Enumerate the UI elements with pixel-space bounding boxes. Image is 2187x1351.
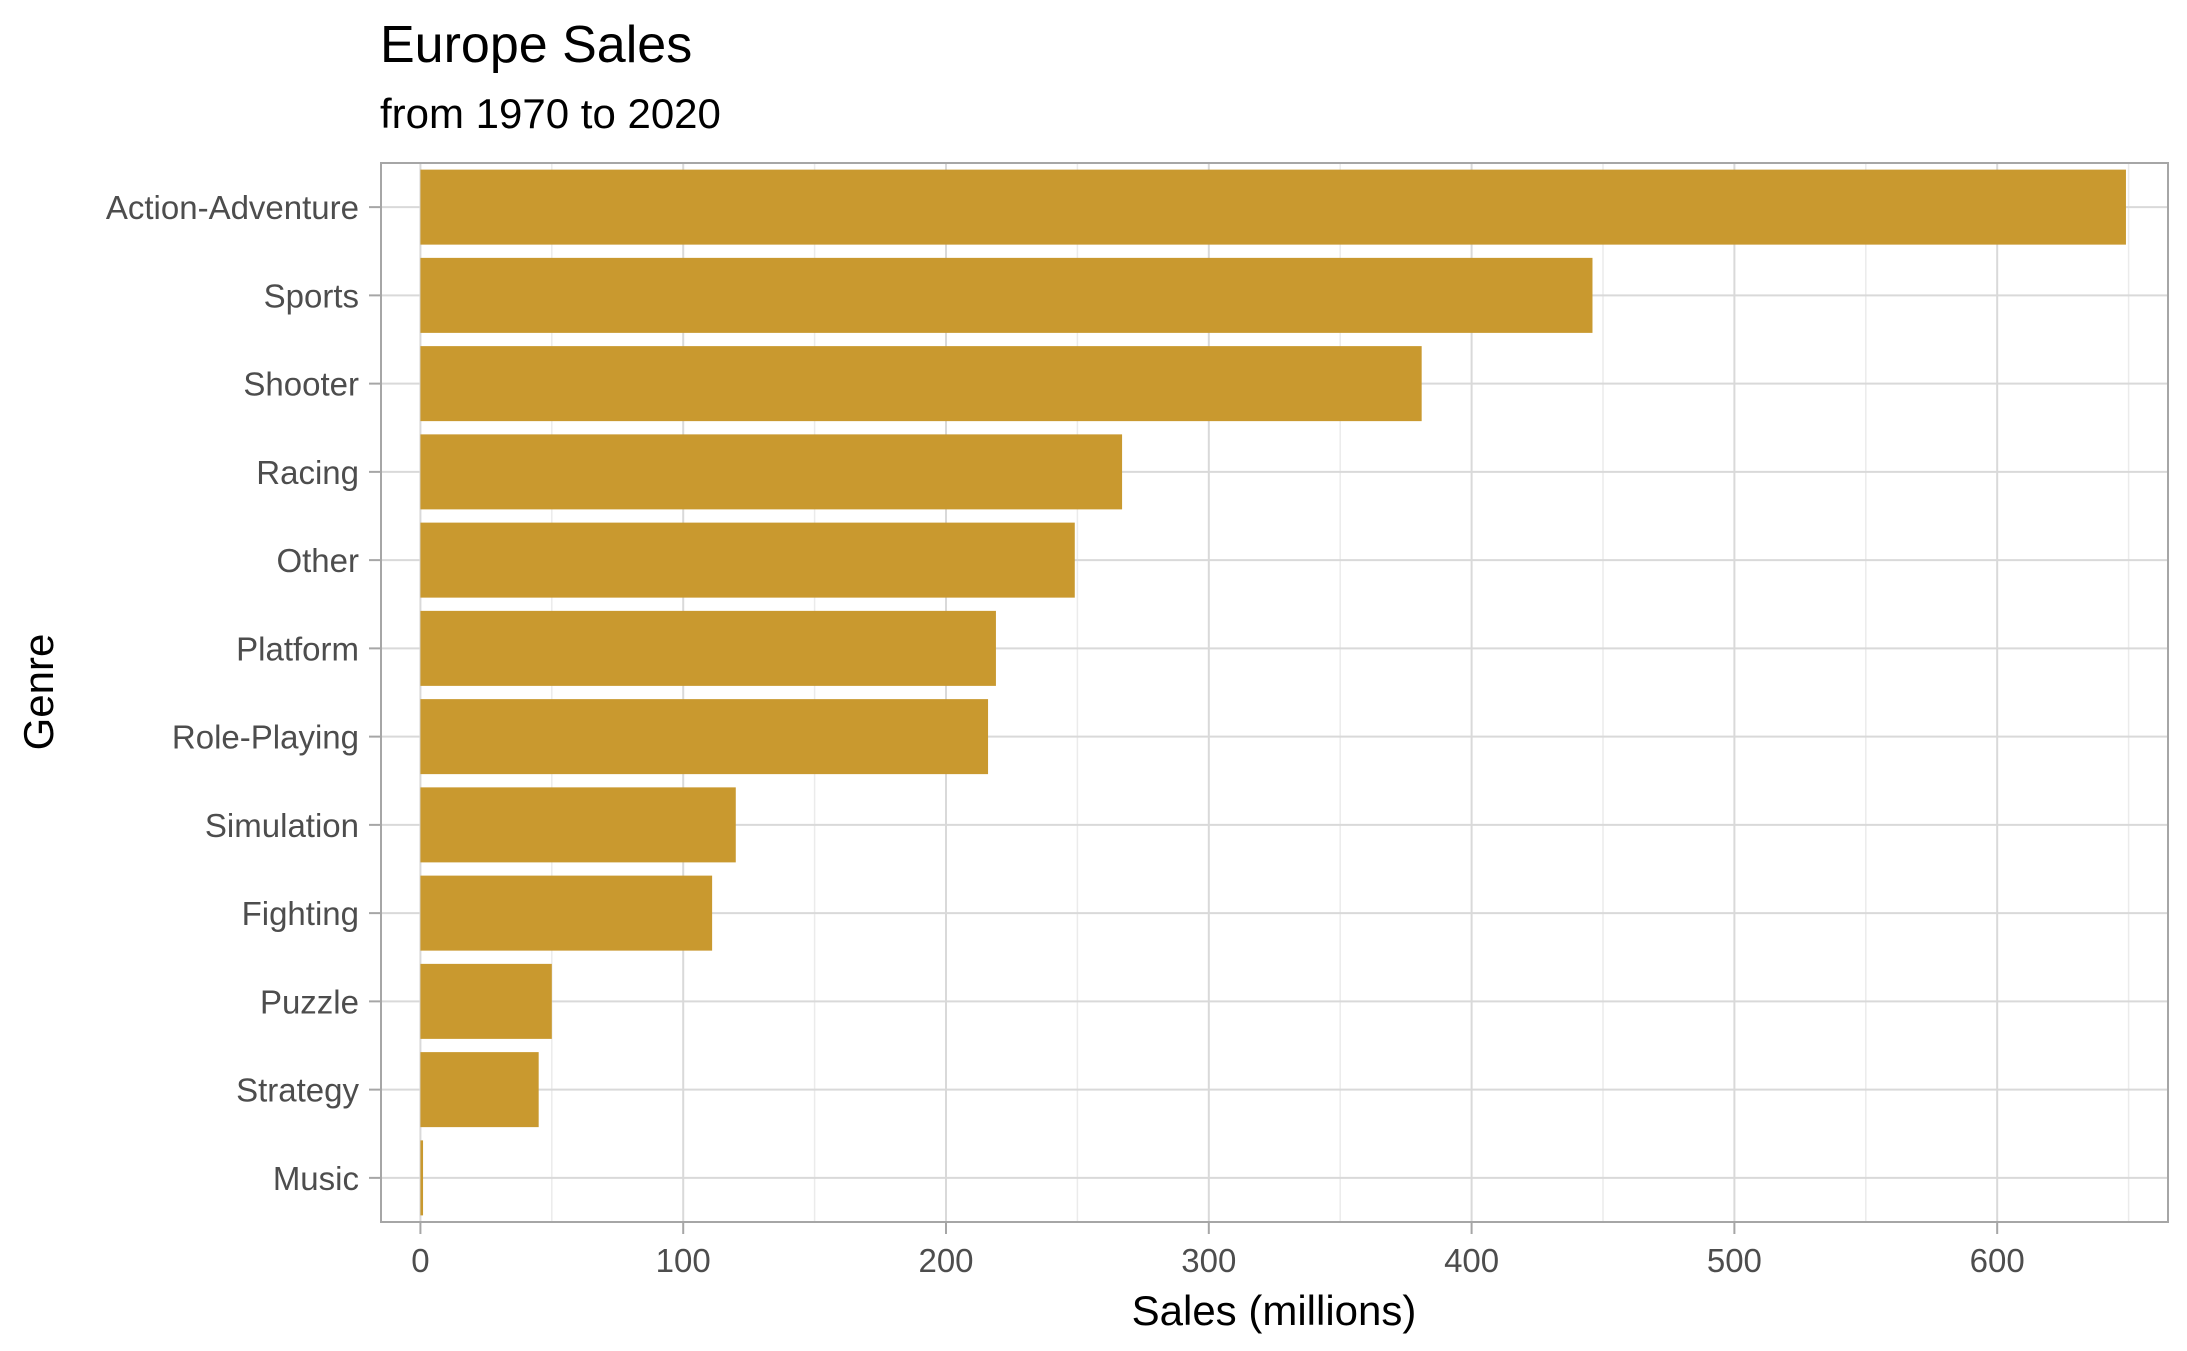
y-axis-title: Genre <box>15 634 62 751</box>
panel-border <box>380 162 2169 1223</box>
x-tick-label: 600 <box>1970 1242 2025 1279</box>
axis-labels: Action-Adventure Sports Shooter Racing Other… <box>106 189 2025 1279</box>
x-tick-label: 300 <box>1181 1242 1236 1279</box>
x-tick-label: 100 <box>656 1242 711 1279</box>
x-tick-label: 500 <box>1707 1242 1762 1279</box>
bar-puzzle <box>420 963 552 1039</box>
x-tick-label: 200 <box>918 1242 973 1279</box>
bar-racing <box>420 434 1123 510</box>
x-tick-label: 0 <box>411 1242 429 1279</box>
bar-simulation <box>420 787 736 863</box>
bar-platform <box>420 610 996 686</box>
bar-other <box>420 522 1075 598</box>
chart-title: Europe Sales <box>380 16 692 74</box>
bars <box>420 169 2126 1216</box>
y-tick-label: Action-Adventure <box>106 189 359 226</box>
y-tick-label: Strategy <box>236 1072 359 1109</box>
y-tick-label: Fighting <box>242 895 359 932</box>
bar-strategy <box>420 1052 539 1128</box>
y-tick-label: Role-Playing <box>172 719 359 756</box>
x-tick-label: 400 <box>1444 1242 1499 1279</box>
y-tick-label: Music <box>273 1160 359 1197</box>
y-tick-label: Racing <box>256 454 359 491</box>
bar-music <box>420 1140 424 1216</box>
bar-action-adventure <box>420 169 2126 245</box>
bar-sports <box>420 257 1593 333</box>
x-axis-title: Sales (millions) <box>1132 1287 1417 1334</box>
axis-ticks <box>369 206 1999 1234</box>
bar-shooter <box>420 346 1422 422</box>
bar-fighting <box>420 875 713 951</box>
chart-subtitle: from 1970 to 2020 <box>380 90 721 137</box>
y-tick-label: Sports <box>264 277 359 314</box>
y-tick-label: Shooter <box>243 366 359 403</box>
y-tick-label: Other <box>276 542 359 579</box>
grid <box>381 163 2168 1222</box>
y-tick-label: Simulation <box>205 807 359 844</box>
y-tick-label: Platform <box>236 630 359 667</box>
bar-role-playing <box>420 699 989 775</box>
y-tick-label: Puzzle <box>260 983 359 1020</box>
